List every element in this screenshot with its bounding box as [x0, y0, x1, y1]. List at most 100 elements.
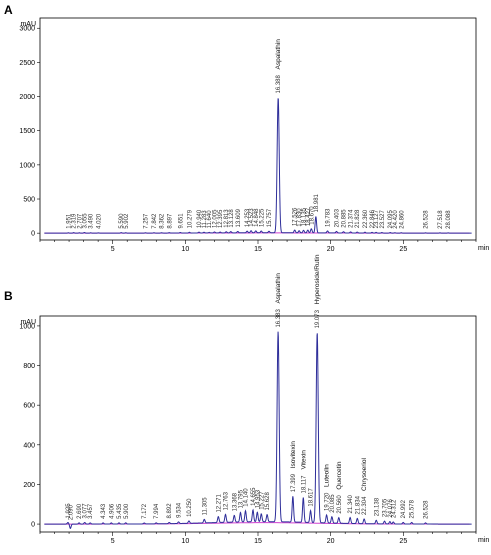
- peak-annotation: 9.534: [177, 502, 183, 518]
- x-tick-label: 5: [111, 246, 115, 253]
- x-axis-unit: min: [478, 245, 489, 252]
- peak-annotation: 13.609: [236, 208, 242, 227]
- peak-annotation: 15.628: [265, 492, 271, 511]
- y-tick-label: 400: [23, 442, 35, 449]
- peak-retention-label: 4.020: [96, 213, 102, 229]
- peak-compound-label: Quercetin: [336, 461, 343, 490]
- x-tick-label: 5: [111, 538, 115, 545]
- peak-annotation: 7.842: [152, 213, 158, 229]
- y-tick-label: 2500: [19, 60, 35, 67]
- peak-retention-label: 21.340: [348, 495, 354, 514]
- peak-annotation: 10.279: [187, 209, 193, 228]
- peak-annotation: 22.304 Chrysoeriol: [361, 458, 368, 515]
- y-tick-label: 2000: [19, 94, 35, 101]
- peak-retention-label: 7.257: [143, 213, 149, 229]
- peak-retention-label: 25.578: [410, 499, 416, 518]
- peak-retention-label: 22.304: [362, 496, 368, 515]
- peak-retention-label: 17.399: [291, 473, 297, 492]
- peak-retention-label: 7.994: [154, 503, 160, 519]
- peak-retention-label: 9.651: [178, 213, 184, 229]
- peak-annotation: 28.088: [446, 210, 452, 229]
- peak-retention-label: 13.368: [232, 492, 238, 511]
- peak-retention-label: 24.992: [401, 499, 407, 518]
- peak-retention-label: 21.828: [355, 209, 361, 228]
- peak-retention-label: 26.528: [424, 210, 430, 229]
- peak-compound-label: Luteolin: [324, 464, 331, 487]
- peak-retention-label: 4.343: [101, 503, 107, 519]
- peak-retention-label: 10.279: [187, 209, 193, 228]
- peak-retention-label: 13.128: [229, 209, 235, 228]
- y-tick-label: 0: [31, 231, 35, 238]
- peak-retention-label: 16.383: [276, 309, 282, 328]
- peak-retention-label: 8.892: [167, 503, 173, 519]
- peak-annotation: 2.090: [68, 504, 74, 520]
- peak-retention-label: 15.225: [259, 208, 265, 227]
- peak-retention-label: 20.085: [330, 494, 336, 513]
- peak-annotation: 24.420: [393, 210, 399, 229]
- peak-annotation: 20.885: [342, 209, 348, 228]
- peak-retention-label: 13.609: [236, 208, 242, 227]
- peak-annotation: 24.312: [391, 499, 397, 518]
- peak-annotation: 13.368: [232, 492, 238, 511]
- x-axis-unit: min: [478, 537, 489, 544]
- peak-retention-label: 23.138: [374, 497, 380, 516]
- peak-retention-label: 21.834: [355, 495, 361, 514]
- x-tick-label: 10: [181, 246, 189, 253]
- peak-annotation: 5.902: [124, 213, 130, 229]
- peak-annotation: 25.578: [410, 499, 416, 518]
- peak-retention-label: 11.305: [202, 497, 208, 516]
- peak-retention-label: 20.403: [335, 208, 341, 227]
- x-tick-label: 10: [181, 538, 189, 545]
- peak-annotation: 19.073 Hyperoside/Rutin: [314, 254, 321, 328]
- peak-annotation: 5.435: [117, 503, 123, 519]
- peak-retention-label: 3.490: [89, 213, 95, 229]
- peak-retention-label: 7.842: [152, 213, 158, 229]
- peak-annotation: 15.757: [267, 208, 273, 227]
- peak-retention-label: 24.312: [391, 499, 397, 518]
- y-tick-label: 200: [23, 482, 35, 489]
- peak-annotation: 3.490: [89, 213, 95, 229]
- peak-annotation: 3.055: [82, 213, 88, 229]
- peak-retention-label: 16.388: [276, 74, 282, 93]
- peak-annotation: 4.020: [96, 213, 102, 229]
- peak-compound-label: Hyperoside/Rutin: [314, 254, 321, 304]
- y-tick-label: 1000: [19, 162, 35, 169]
- peak-annotation: 14.140: [244, 488, 250, 507]
- peak-compound-label: Aspalathin: [275, 39, 282, 70]
- peak-retention-label: 23.527: [380, 210, 386, 229]
- peak-annotation: 5.900: [124, 503, 130, 519]
- peak-retention-label: 19.073: [315, 309, 321, 328]
- peak-retention-label: 14.140: [244, 488, 250, 507]
- peak-retention-label: 22.360: [363, 209, 369, 228]
- peak-annotation: 21.374: [349, 209, 355, 228]
- peak-annotation: 7.257: [143, 213, 149, 229]
- peak-annotation: 19.783: [326, 208, 332, 227]
- peak-annotation: 17.399 Isovitexin: [290, 441, 297, 492]
- x-tick-label: 25: [399, 538, 407, 545]
- peak-compound-label: Vitexin: [300, 450, 307, 470]
- peak-annotation: 8.897: [167, 213, 173, 229]
- plot-frame: [40, 18, 476, 240]
- peak-annotation: 16.388 Aspalathin: [275, 39, 282, 94]
- panel-label: B: [4, 289, 13, 303]
- peak-annotation: 23.138: [374, 497, 380, 516]
- peak-annotation: 24.992: [401, 499, 407, 518]
- peak-compound-label: Chrysoeriol: [361, 458, 368, 491]
- peak-annotation: 20.403: [335, 208, 341, 227]
- peak-retention-label: 12.763: [223, 491, 229, 510]
- peak-annotation: 18.617: [309, 488, 315, 507]
- panel-label: A: [4, 3, 13, 17]
- peak-retention-label: 5.900: [124, 503, 130, 519]
- peak-compound-label: Isovitexin: [290, 441, 297, 468]
- x-tick-label: 20: [327, 538, 335, 545]
- peak-retention-label: 20.885: [342, 209, 348, 228]
- peak-compound-label: Aspalathin: [275, 273, 282, 304]
- peak-retention-label: 18.117: [301, 475, 307, 494]
- peak-annotation: 20.085: [330, 494, 336, 513]
- peak-annotation: 21.340: [348, 495, 354, 514]
